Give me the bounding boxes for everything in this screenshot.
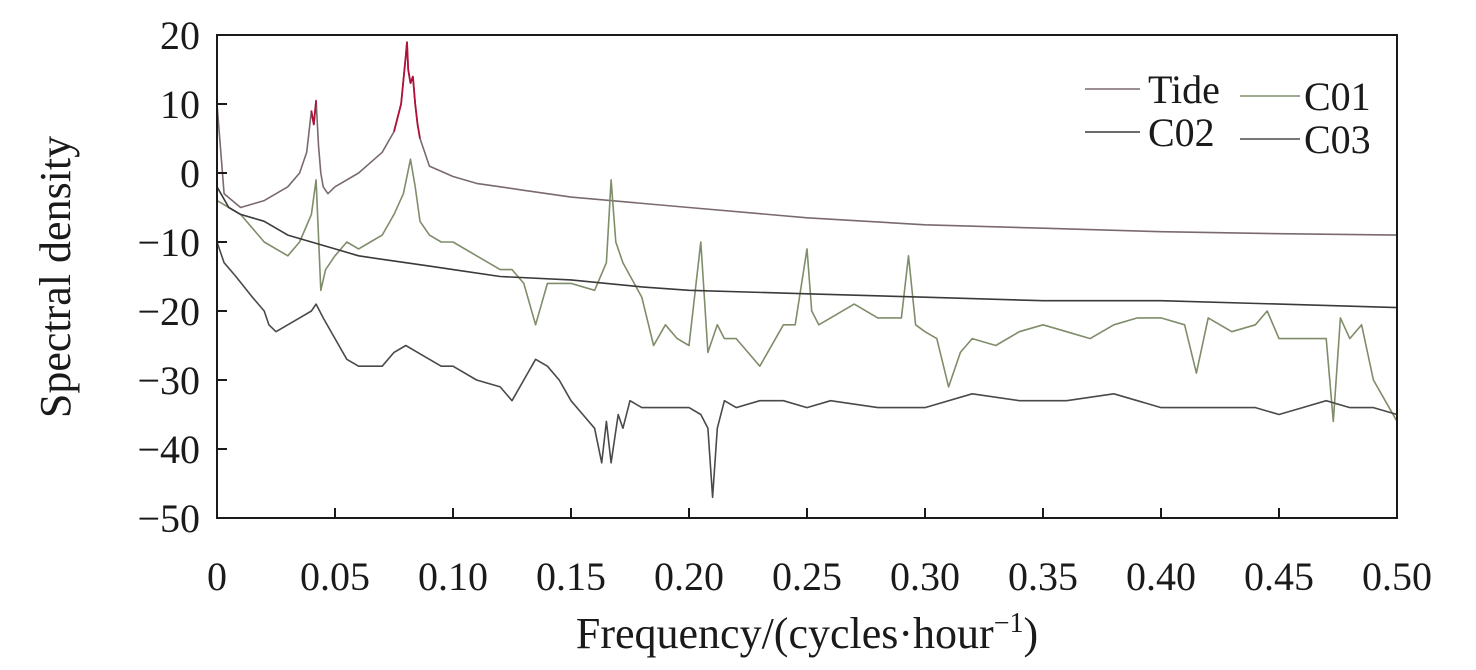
legend-label-c01: C01 <box>1304 74 1371 119</box>
tide-peak-segment-1 <box>393 41 421 139</box>
legend-label-tide: Tide <box>1148 67 1220 112</box>
y-tick-label: −20 <box>137 289 200 334</box>
x-tick-label: 0.50 <box>1362 554 1432 599</box>
x-tick-label: 0.45 <box>1244 554 1314 599</box>
y-tick-label: −30 <box>137 358 200 403</box>
series-line-tide <box>216 41 1398 236</box>
series-line-c01 <box>216 158 1398 423</box>
x-tick-label: 0 <box>207 554 227 599</box>
tick-layer: 0 0.05 0.10 0.15 0.20 0.25 0.30 0.35 0.40 0.45 0.5… <box>137 13 1432 599</box>
y-tick-label: −10 <box>137 220 200 265</box>
y-tick-label: −50 <box>137 496 200 541</box>
x-tick-label: 0.15 <box>536 554 606 599</box>
x-tick-label: 0.35 <box>1008 554 1078 599</box>
x-tick-label: 0.30 <box>890 554 960 599</box>
y-tick-label: 10 <box>160 82 200 127</box>
tide-peak-segment-0 <box>310 100 317 125</box>
x-tick-label: 0.10 <box>418 554 488 599</box>
x-axis-title: Frequency/(cycles·hour−1) <box>576 608 1038 658</box>
legend-label-c03: C03 <box>1304 117 1371 162</box>
series-layer <box>216 41 1398 499</box>
series-line-c03 <box>216 241 1398 499</box>
y-axis-title: Spectral density <box>31 136 80 418</box>
x-tick-label: 0.20 <box>654 554 724 599</box>
legend-label-c02: C02 <box>1148 110 1215 155</box>
x-tick-label: 0.25 <box>772 554 842 599</box>
x-tick-label: 0.40 <box>1126 554 1196 599</box>
plot-frame <box>216 34 1398 519</box>
x-tick-label: 0.05 <box>300 554 370 599</box>
series-line-c02 <box>216 186 1398 309</box>
y-tick-label: 0 <box>180 151 200 196</box>
y-tick-label: 20 <box>160 13 200 58</box>
y-tick-label: −40 <box>137 427 200 472</box>
legend: Tide C01 C02 C03 <box>1085 67 1371 162</box>
